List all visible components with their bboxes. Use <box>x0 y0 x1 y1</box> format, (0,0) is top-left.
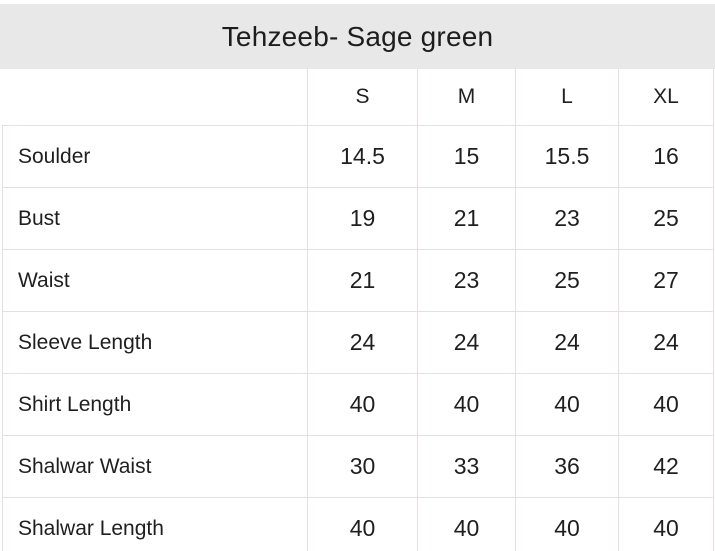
row-label: Bust <box>2 187 308 250</box>
table-row: Soulder 14.5 15 15.5 16 <box>2 125 714 188</box>
empty-header-cell <box>2 69 308 126</box>
value-cell: 24 <box>417 311 516 374</box>
table-row: Waist 21 23 25 27 <box>2 249 714 312</box>
value-cell: 24 <box>307 311 418 374</box>
value-cell: 21 <box>307 249 418 312</box>
value-cell: 36 <box>515 435 619 498</box>
size-col-header-m: M <box>417 69 516 126</box>
value-cell: 27 <box>618 249 714 312</box>
row-label: Shirt Length <box>2 373 308 436</box>
value-cell: 23 <box>515 187 619 250</box>
table-row: Shalwar Length 40 40 40 40 <box>2 497 714 551</box>
size-header-row: S M L XL <box>2 69 714 126</box>
row-label: Soulder <box>2 125 308 188</box>
value-cell: 40 <box>417 373 516 436</box>
value-cell: 15.5 <box>515 125 619 188</box>
row-label: Sleeve Length <box>2 311 308 374</box>
row-label: Waist <box>2 249 308 312</box>
value-cell: 24 <box>515 311 619 374</box>
value-cell: 24 <box>618 311 714 374</box>
value-cell: 19 <box>307 187 418 250</box>
table-row: Shalwar Waist 30 33 36 42 <box>2 435 714 498</box>
table-row: Shirt Length 40 40 40 40 <box>2 373 714 436</box>
value-cell: 33 <box>417 435 516 498</box>
value-cell: 40 <box>515 373 619 436</box>
value-cell: 40 <box>417 497 516 551</box>
value-cell: 42 <box>618 435 714 498</box>
page-title: Tehzeeb- Sage green <box>221 20 494 52</box>
value-cell: 21 <box>417 187 516 250</box>
value-cell: 30 <box>307 435 418 498</box>
value-cell: 14.5 <box>307 125 418 188</box>
value-cell: 25 <box>618 187 714 250</box>
value-cell: 40 <box>618 497 714 551</box>
size-col-header-l: L <box>515 69 619 126</box>
size-col-header-s: S <box>307 69 418 126</box>
value-cell: 40 <box>618 373 714 436</box>
value-cell: 40 <box>307 373 418 436</box>
size-col-header-xl: XL <box>618 69 714 126</box>
table-row: Bust 19 21 23 25 <box>2 187 714 250</box>
value-cell: 25 <box>515 249 619 312</box>
row-label: Shalwar Waist <box>2 435 308 498</box>
value-cell: 23 <box>417 249 516 312</box>
value-cell: 15 <box>417 125 516 188</box>
value-cell: 40 <box>307 497 418 551</box>
value-cell: 40 <box>515 497 619 551</box>
title-banner: Tehzeeb- Sage green <box>0 4 715 69</box>
table-row: Sleeve Length 24 24 24 24 <box>2 311 714 374</box>
size-chart-table: S M L XL Soulder 14.5 15 15.5 16 Bust 19… <box>2 69 714 551</box>
value-cell: 16 <box>618 125 714 188</box>
row-label: Shalwar Length <box>2 497 308 551</box>
